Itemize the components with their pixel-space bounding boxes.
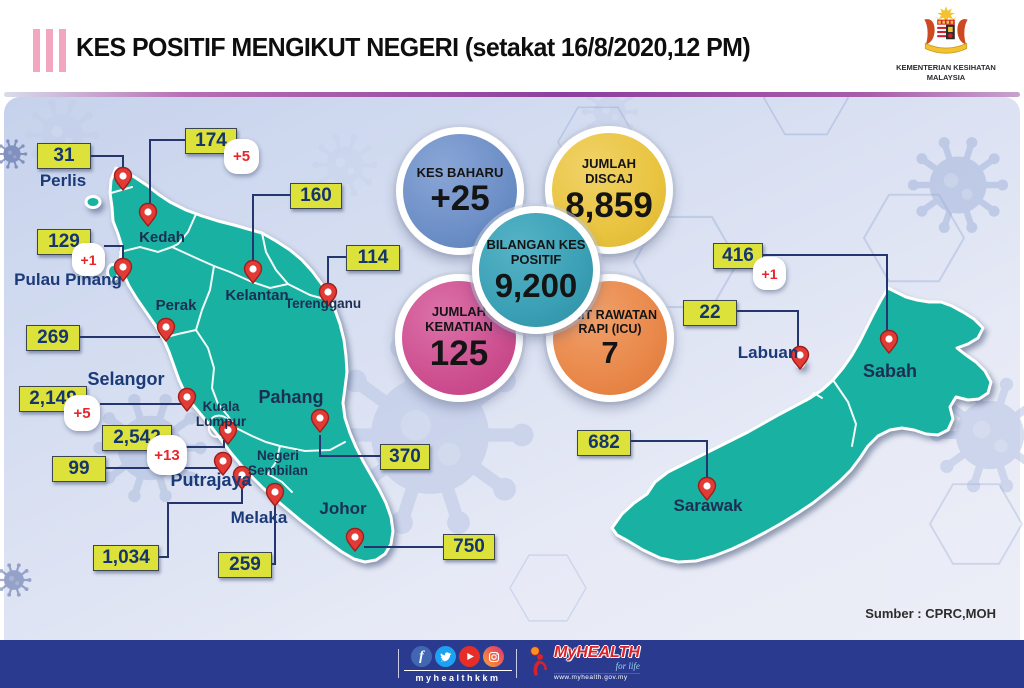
state-label-kuala-lumpur: Kuala Lumpur: [195, 399, 247, 429]
ministry-name: KEMENTERIAN KESIHATAN MALAYSIA: [896, 63, 996, 83]
myhealth-logo[interactable]: MyHEALTH for life www.myhealth.gov.my: [527, 645, 640, 682]
delta-badge-sabah: +1: [753, 257, 786, 290]
map-peninsular-malaysia: [108, 166, 395, 564]
state-label-negeri-sembilan: Negeri Sembilan: [247, 448, 309, 478]
footer-bar: f myhealthkkm MyHEALTH for life www.: [0, 640, 1024, 688]
delta-badge-selangor: +5: [64, 395, 100, 431]
title-accent-bars-icon: [33, 29, 66, 72]
header: KES POSITIF MENGIKUT NEGERI (setakat 16/…: [0, 0, 1024, 92]
state-label-labuan: Labuan: [737, 343, 799, 362]
state-label-terengganu: Terengganu: [284, 296, 362, 311]
stat-label: JUMLAH DISCAJ: [581, 156, 637, 186]
state-label-pulau-pinang: Pulau Pinang: [14, 270, 122, 289]
state-label-johor: Johor: [319, 499, 367, 518]
state-label-kelantan: Kelantan: [225, 287, 289, 304]
myhealth-wordmark: MyHEALTH: [554, 644, 640, 661]
case-count-perlis: 31: [37, 143, 91, 169]
state-label-sabah: Sabah: [862, 361, 918, 381]
stat-value: +25: [430, 179, 490, 219]
case-count-pahang: 370: [380, 444, 430, 470]
state-label-perlis: Perlis: [39, 171, 87, 190]
source-note: Sumber : CPRC,MOH: [865, 606, 996, 621]
connector-lines: [78, 139, 888, 565]
state-label-melaka: Melaka: [230, 508, 288, 527]
facebook-icon[interactable]: f: [411, 646, 432, 667]
stat-value: 125: [429, 333, 489, 373]
case-count-terengganu: 114: [346, 245, 400, 271]
case-count-melaka: 259: [218, 552, 272, 578]
case-count-pulau-pinang: 129: [37, 229, 91, 255]
map-langkawi-island: [84, 195, 102, 209]
delta-badge-pulau-pinang: +1: [72, 243, 105, 276]
case-count-kelantan: 160: [290, 183, 342, 209]
state-label-kedah: Kedah: [139, 229, 185, 246]
stat-value: 9,200: [494, 266, 578, 304]
stat-label: KES BAHARU: [416, 164, 504, 180]
myhealth-figure-icon: [530, 646, 547, 676]
stat-label: UNIT RAWATAN RAPI (ICU): [563, 307, 657, 336]
state-label-perak: Perak: [155, 297, 197, 314]
social-icons: f: [411, 646, 504, 667]
stat-label: BILANGAN KES POSITIF: [486, 237, 586, 267]
case-count-johor: 750: [443, 534, 495, 560]
myhealth-tagline: for life: [615, 661, 640, 671]
delta-badge-kedah: +5: [224, 139, 259, 174]
header-divider: [4, 92, 1020, 97]
case-count-labuan: 22: [683, 300, 737, 326]
stat-label: JUMLAH KEMATIAN: [425, 304, 493, 334]
state-label-selangor: Selangor: [87, 369, 165, 389]
state-label-sarawak: Sarawak: [673, 496, 743, 515]
footer-divider: [398, 649, 399, 678]
state-label-putrajaya: Putrajaya: [170, 470, 252, 490]
state-label-pahang: Pahang: [258, 387, 324, 407]
case-count-negeri-sembilan: 1,034: [93, 545, 159, 571]
twitter-icon[interactable]: [435, 646, 456, 667]
malaysia-map: [0, 97, 1024, 622]
youtube-icon[interactable]: [459, 646, 480, 667]
ministry-logo: KEMENTERIAN KESIHATAN MALAYSIA: [880, 6, 1012, 83]
instagram-icon[interactable]: [483, 646, 504, 667]
delta-badge-kuala-lumpur: +13: [147, 435, 187, 475]
stat-value: 8,859: [565, 185, 653, 225]
malaysia-crest-icon: [924, 6, 968, 54]
page-title: KES POSITIF MENGIKUT NEGERI (setakat 16/…: [76, 32, 751, 62]
footer-divider: [516, 649, 517, 678]
stat-value: 7: [601, 335, 619, 371]
case-count-perak: 269: [26, 325, 80, 351]
stat-bilangan-kes-positif: BILANGAN KES POSITIF 9,200: [472, 206, 600, 334]
case-count-sarawak: 682: [577, 430, 631, 456]
social-handle: myhealthkkm: [404, 670, 512, 683]
myhealth-url: www.myhealth.gov.my: [554, 673, 640, 682]
case-count-putrajaya: 99: [52, 456, 106, 482]
